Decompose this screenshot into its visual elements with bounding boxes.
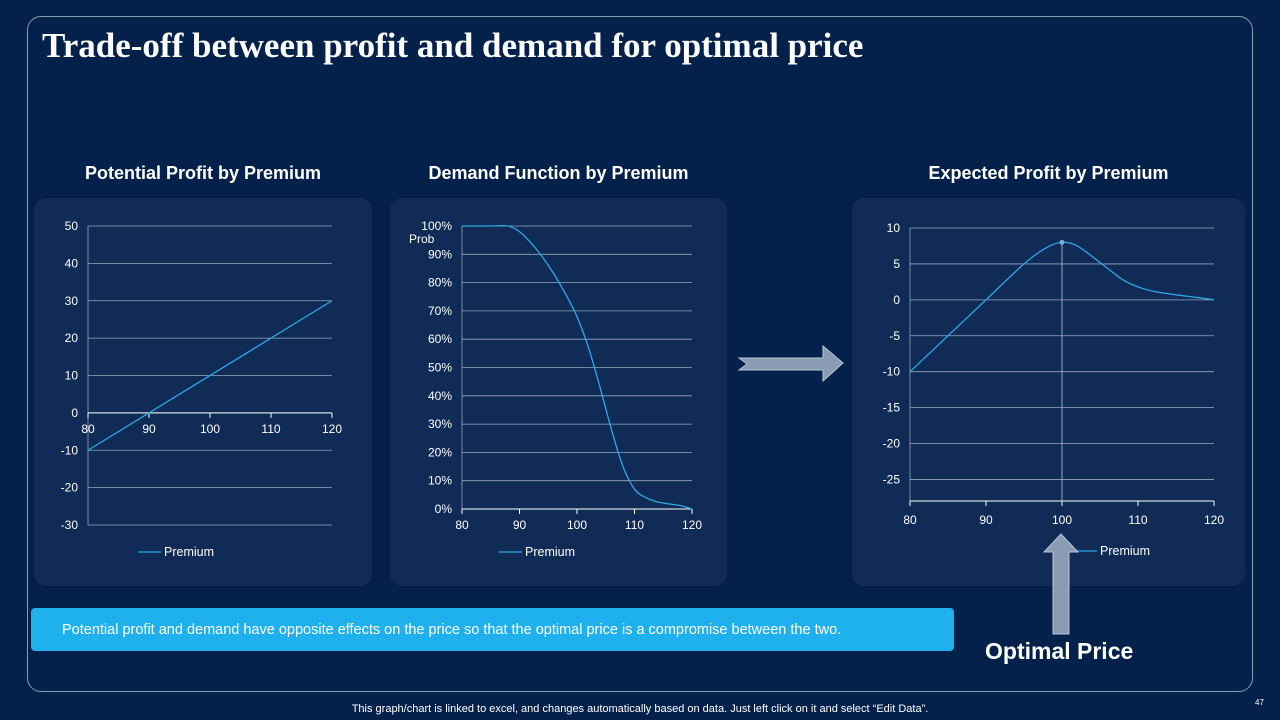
chart-title-expected-profit: Expected Profit by Premium xyxy=(928,163,1169,183)
y-tick-label: 10 xyxy=(65,369,79,383)
callout-banner: Potential profit and demand have opposit… xyxy=(31,608,954,651)
series-line-premium xyxy=(87,300,333,451)
y-tick-label: 100% xyxy=(421,219,452,233)
demand-function-chart: 0% 10% 20% 30% 40% 50% 60% 70% 80% 90% 100% 80 90 100… xyxy=(409,219,702,559)
y-tick-label: 0 xyxy=(893,293,900,307)
y-tick-label: 80% xyxy=(428,276,452,290)
y-tick-label: 60% xyxy=(428,332,452,346)
series-line-premium xyxy=(462,224,693,510)
y-tick-label: 30% xyxy=(428,417,452,431)
slide-frame xyxy=(27,16,1253,692)
x-tick-label: 80 xyxy=(81,422,95,436)
x-tick-label: 100 xyxy=(1052,513,1072,527)
x-tick-label: 110 xyxy=(261,422,280,436)
callout-text: Potential profit and demand have opposit… xyxy=(62,621,842,638)
y-tick-label: -10 xyxy=(61,443,79,457)
series-line-premium xyxy=(909,241,1215,373)
up-arrow-icon xyxy=(1042,533,1080,635)
footer-note: This graph/chart is linked to excel, and… xyxy=(351,703,929,715)
right-arrow-icon xyxy=(737,344,844,383)
y-tick-label: 50 xyxy=(65,219,79,233)
x-tick-label: 100 xyxy=(200,422,220,436)
optimal-price-label: Optimal Price xyxy=(985,638,1134,664)
y-tick-label: -20 xyxy=(61,481,79,495)
y-tick-label: -30 xyxy=(61,518,79,532)
legend-label: Premium xyxy=(525,545,575,559)
y-tick-label: -20 xyxy=(883,437,901,451)
slide-title: Trade-off between profit and demand for … xyxy=(42,26,864,65)
y-tick-label: 40% xyxy=(428,389,452,403)
x-tick-label: 80 xyxy=(903,513,917,527)
chart-panel-demand-function: 0% 10% 20% 30% 40% 50% 60% 70% 80% 90% 100% 80 90 100… xyxy=(390,198,727,586)
x-tick-label: 80 xyxy=(455,518,469,532)
legend-label: Premium xyxy=(164,545,214,559)
y-tick-label: 20 xyxy=(65,331,79,345)
y-tick-label: 90% xyxy=(428,247,452,261)
y-tick-label: 0 xyxy=(71,406,78,420)
y-tick-label: -5 xyxy=(889,329,900,343)
x-tick-label: 90 xyxy=(513,518,527,532)
y-tick-label: 10 xyxy=(887,221,901,235)
page-number: 47 xyxy=(1255,698,1264,707)
x-tick-label: 90 xyxy=(142,422,156,436)
y-tick-label: 50% xyxy=(428,361,452,375)
optimal-point xyxy=(1059,239,1065,245)
y-tick-label: -15 xyxy=(883,401,901,415)
x-tick-label: 120 xyxy=(682,518,702,532)
chart-panel-expected-profit: -25 -20 -15 -10 -5 0 5 10 80 90 100 110 120 Premium xyxy=(852,198,1245,586)
y-tick-label: 30 xyxy=(65,294,79,308)
potential-profit-chart: -30 -20 -10 0 10 20 30 40 50 80 90 100 110 120 Premium xyxy=(61,219,343,559)
chart-title-demand-function: Demand Function by Premium xyxy=(428,163,689,183)
y-tick-label: 10% xyxy=(428,474,452,488)
x-tick-label: 90 xyxy=(979,513,993,527)
y-tick-label: 70% xyxy=(428,304,452,318)
y-tick-label: -25 xyxy=(883,472,901,486)
y-tick-label: 5 xyxy=(893,257,900,271)
x-tick-label: 120 xyxy=(1204,513,1224,527)
x-tick-label: 110 xyxy=(625,518,644,532)
y-tick-label: -10 xyxy=(883,365,901,379)
legend-label: Premium xyxy=(1100,544,1150,558)
x-tick-label: 120 xyxy=(322,422,342,436)
x-tick-label: 110 xyxy=(1128,513,1147,527)
expected-profit-chart: -25 -20 -15 -10 -5 0 5 10 80 90 100 110 120 Premium xyxy=(883,221,1225,558)
y-tick-label: 0% xyxy=(435,502,453,516)
y-tick-label: 20% xyxy=(428,445,452,459)
y-tick-label: 40 xyxy=(65,256,79,270)
chart-panel-potential-profit: -30 -20 -10 0 10 20 30 40 50 80 90 100 110 120 Premium xyxy=(34,198,372,586)
chart-title-potential-profit: Potential Profit by Premium xyxy=(84,163,322,183)
y-axis-label: Prob xyxy=(409,232,435,246)
x-tick-label: 100 xyxy=(567,518,587,532)
